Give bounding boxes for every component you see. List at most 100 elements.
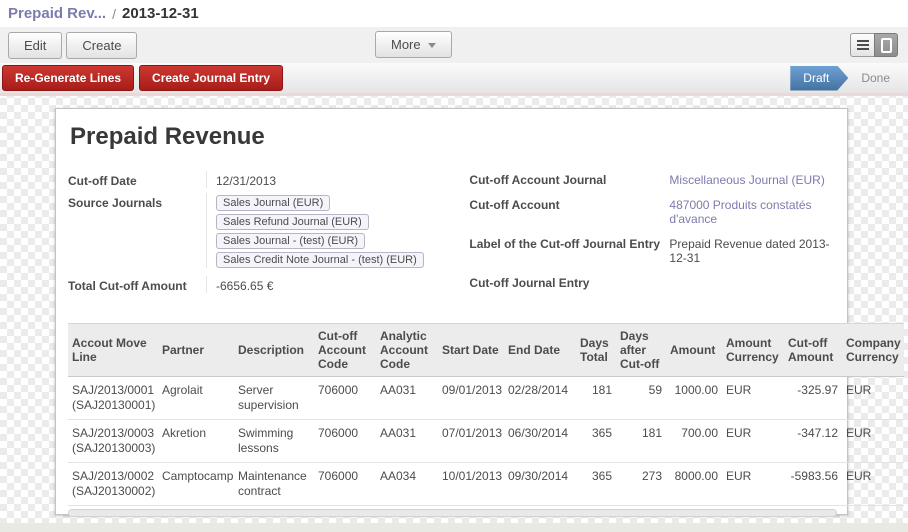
col-header: Description <box>234 323 314 377</box>
cell-days-total[interactable]: 181 <box>576 376 616 420</box>
journal-entry-label-value: Prepaid Revenue dated 2013-12-31 <box>669 237 830 265</box>
footer-strip <box>0 523 908 532</box>
cell-move-line[interactable]: SAJ/2013/0003 (SAJ20130003) <box>68 419 158 463</box>
cell-company-currency[interactable]: EUR <box>842 462 904 506</box>
col-header: Amount <box>666 323 722 377</box>
horizontal-scrollbar[interactable] <box>68 509 837 517</box>
cell-move-line[interactable]: SAJ/2013/0001 (SAJ20130001) <box>68 376 158 420</box>
field-label: Label of the Cut-off Journal Entry <box>469 237 661 251</box>
action-bar: Re-Generate Lines Create Journal Entry D… <box>0 63 908 96</box>
form-view-icon <box>880 37 892 53</box>
caret-down-icon <box>427 43 436 49</box>
cutoff-account-link[interactable]: 487000 Produits constatés d'avance <box>669 198 812 226</box>
cell-cutoff-amount[interactable]: -347.12 <box>784 419 842 463</box>
field-label: Source Journals <box>68 196 163 210</box>
cell-cutoff-amount[interactable]: -5983.56 <box>784 462 842 506</box>
cell-days-total[interactable]: 365 <box>576 419 616 463</box>
col-header: End Date <box>504 323 576 377</box>
edit-button[interactable]: Edit <box>8 31 63 59</box>
col-header: Amount Currency <box>722 323 784 377</box>
col-header: Days after Cut-off <box>616 323 666 377</box>
breadcrumb-separator: / <box>112 5 116 22</box>
table-header-row: Accout Move Line Partner Description Cut… <box>68 323 904 377</box>
field-cutoff-date: Cut-off Date 12/31/2013 <box>68 171 469 188</box>
field-cutoff-journal-entry: Cut-off Journal Entry <box>469 274 847 290</box>
journal-tag: Sales Refund Journal (EUR) <box>216 214 369 230</box>
cell-days-after[interactable]: 273 <box>616 462 666 506</box>
cell-account-code[interactable]: 706000 <box>314 376 376 420</box>
field-label: Cut-off Account <box>469 198 560 212</box>
col-header: Partner <box>158 323 234 377</box>
cell-company-currency[interactable]: EUR <box>842 376 904 420</box>
breadcrumb: Prepaid Rev... / 2013-12-31 <box>0 0 908 27</box>
cell-account-code[interactable]: 706000 <box>314 419 376 463</box>
col-header: Accout Move Line <box>68 323 158 377</box>
field-cutoff-account: Cut-off Account 487000 Produits constaté… <box>469 196 847 226</box>
status-draft[interactable]: Draft <box>790 66 848 91</box>
cutoff-journal-entry-value <box>669 274 837 290</box>
view-switcher <box>850 33 898 57</box>
create-journal-entry-button[interactable]: Create Journal Entry <box>139 65 284 91</box>
cutoff-account-journal-link[interactable]: Miscellaneous Journal (EUR) <box>669 173 825 187</box>
cell-partner[interactable]: Akretion <box>158 419 234 463</box>
table-row[interactable]: SAJ/2013/0001 (SAJ20130001) Agrolait Ser… <box>68 376 904 420</box>
cell-end-date[interactable]: 09/30/2014 <box>504 462 576 506</box>
cell-description[interactable]: Maintenance contract <box>234 462 314 506</box>
total-cutoff-amount-value: -6656.65 € <box>216 279 274 293</box>
cell-start-date[interactable]: 09/01/2013 <box>438 376 504 420</box>
status-done[interactable]: Done <box>861 71 890 85</box>
cell-end-date[interactable]: 06/30/2014 <box>504 419 576 463</box>
cell-partner[interactable]: Camptocamp <box>158 462 234 506</box>
create-button[interactable]: Create <box>66 31 138 59</box>
field-group-left: Cut-off Date 12/31/2013 Source Journals … <box>68 171 469 299</box>
table-row[interactable]: SAJ/2013/0002 (SAJ20130002) Camptocamp M… <box>68 462 904 506</box>
col-header: Cut-off Amount <box>784 323 842 377</box>
cell-description[interactable]: Swimming lessons <box>234 419 314 463</box>
cutoff-lines-table: Accout Move Line Partner Description Cut… <box>68 323 904 506</box>
cell-analytic-code[interactable]: AA034 <box>376 462 438 506</box>
cell-end-date[interactable]: 02/28/2014 <box>504 376 576 420</box>
cell-partner[interactable]: Agrolait <box>158 376 234 420</box>
cell-move-line[interactable]: SAJ/2013/0002 (SAJ20130002) <box>68 462 158 506</box>
journal-tag: Sales Credit Note Journal - (test) (EUR) <box>216 252 424 268</box>
source-journal-tags: Sales Journal (EUR) Sales Refund Journal… <box>216 193 458 268</box>
cell-analytic-code[interactable]: AA031 <box>376 419 438 463</box>
more-button[interactable]: More <box>375 31 452 58</box>
form-view-button[interactable] <box>874 33 898 57</box>
table-row[interactable]: SAJ/2013/0003 (SAJ20130003) Akretion Swi… <box>68 419 904 463</box>
cell-cutoff-amount[interactable]: -325.97 <box>784 376 842 420</box>
cell-account-code[interactable]: 706000 <box>314 462 376 506</box>
cell-company-currency[interactable]: EUR <box>842 419 904 463</box>
cell-amount[interactable]: 700.00 <box>666 419 722 463</box>
cell-amount[interactable]: 8000.00 <box>666 462 722 506</box>
col-header: Company Currency <box>842 323 904 377</box>
cell-days-total[interactable]: 365 <box>576 462 616 506</box>
field-label: Cut-off Date <box>68 174 137 188</box>
list-view-button[interactable] <box>850 33 874 57</box>
breadcrumb-parent-link[interactable]: Prepaid Rev... <box>8 5 107 22</box>
field-label: Total Cut-off Amount <box>68 279 187 293</box>
cell-days-after[interactable]: 181 <box>616 419 666 463</box>
col-header: Cut-off Account Code <box>314 323 376 377</box>
col-header: Analytic Account Code <box>376 323 438 377</box>
field-journal-entry-label: Label of the Cut-off Journal Entry Prepa… <box>469 235 847 265</box>
cell-start-date[interactable]: 07/01/2013 <box>438 419 504 463</box>
cell-amount[interactable]: 1000.00 <box>666 376 722 420</box>
cutoff-date-value: 12/31/2013 <box>216 174 277 188</box>
page-title: Prepaid Revenue <box>70 123 265 150</box>
col-header: Start Date <box>438 323 504 377</box>
cell-analytic-code[interactable]: AA031 <box>376 376 438 420</box>
regenerate-lines-button[interactable]: Re-Generate Lines <box>2 65 135 91</box>
cell-days-after[interactable]: 59 <box>616 376 666 420</box>
cell-amount-currency[interactable]: EUR <box>722 376 784 420</box>
cell-amount-currency[interactable]: EUR <box>722 419 784 463</box>
cell-start-date[interactable]: 10/01/2013 <box>438 462 504 506</box>
field-groups: Cut-off Date 12/31/2013 Source Journals … <box>68 171 847 299</box>
cell-amount-currency[interactable]: EUR <box>722 462 784 506</box>
field-label: Cut-off Journal Entry <box>469 276 590 290</box>
breadcrumb-current: 2013-12-31 <box>121 5 199 22</box>
cell-description[interactable]: Server supervision <box>234 376 314 420</box>
field-source-journals: Source Journals Sales Journal (EUR) Sale… <box>68 193 469 268</box>
col-header: Days Total <box>576 323 616 377</box>
more-button-label: More <box>391 37 421 52</box>
